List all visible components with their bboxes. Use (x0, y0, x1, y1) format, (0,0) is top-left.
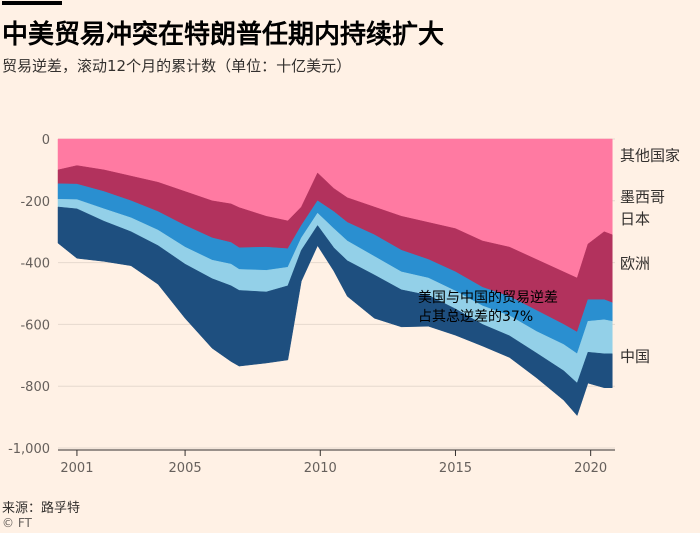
y-tick-label: -400 (20, 257, 50, 272)
series-label: 其他国家 (620, 146, 680, 164)
y-tick-label: -600 (20, 318, 50, 333)
annotation-line: 占其总逆差的37% (418, 309, 533, 325)
x-tick-label: 2015 (439, 461, 472, 476)
series-label: 日本 (620, 210, 650, 228)
chart-title: 中美贸易冲突在特朗普任期内持续扩大 (2, 20, 445, 50)
series-label: 墨西哥 (620, 188, 665, 206)
x-tick-label: 2005 (169, 461, 202, 476)
y-tick-label: -1,000 (8, 442, 50, 457)
y-tick-label: -800 (20, 380, 50, 395)
annotation-line: 美国与中国的贸易逆差 (418, 290, 558, 306)
ft-credit: © FT (2, 516, 32, 530)
x-tick-label: 2020 (574, 461, 607, 476)
y-tick-label: -200 (20, 195, 50, 210)
area-其他国家 (57, 206, 613, 417)
series-label: 欧洲 (620, 255, 650, 273)
source-note: 来源：路孚特 (2, 501, 81, 516)
chart-subtitle: 贸易逆差，滚动12个月的累计数（单位：十亿美元） (2, 57, 352, 75)
y-tick-label: 0 (42, 133, 50, 148)
series-label: 中国 (620, 347, 650, 365)
ft-brand-bar (2, 1, 62, 5)
x-tick-label: 2001 (60, 461, 93, 476)
x-tick-label: 2010 (304, 461, 337, 476)
